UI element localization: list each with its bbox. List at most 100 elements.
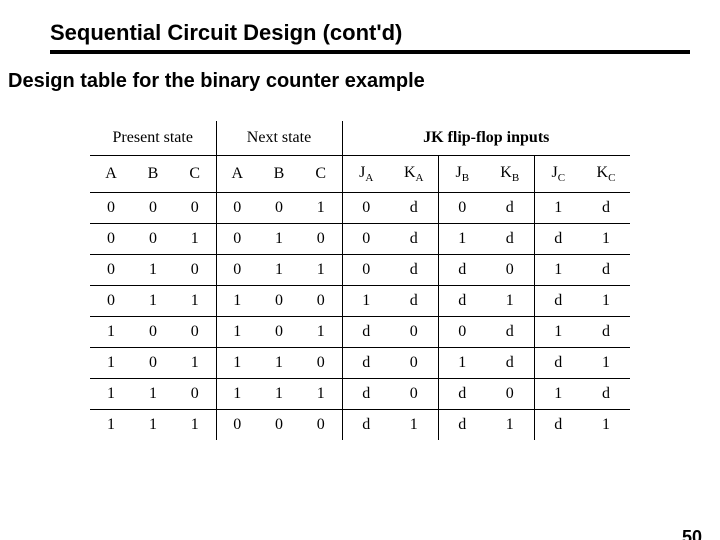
- table-row: 0111001dd1d1: [90, 286, 630, 317]
- table-cell: d: [486, 193, 534, 224]
- table-cell: 1: [534, 317, 582, 348]
- table-cell: d: [390, 255, 438, 286]
- table-cell: 1: [216, 286, 258, 317]
- table-cell: 1: [300, 379, 342, 410]
- col-ka: KA: [390, 156, 438, 193]
- table-cell: 0: [132, 317, 174, 348]
- table-cell: 1: [534, 379, 582, 410]
- table-cell: 1: [300, 317, 342, 348]
- group-header-next: Next state: [216, 121, 342, 156]
- table-cell: 0: [342, 224, 390, 255]
- table-row: 110111d0d01d: [90, 379, 630, 410]
- page-subtitle: Design table for the binary counter exam…: [8, 70, 720, 93]
- table-cell: 0: [90, 286, 132, 317]
- table-cell: 1: [90, 348, 132, 379]
- table-cell: d: [342, 317, 390, 348]
- design-table: Present state Next state JK flip-flop in…: [90, 121, 630, 440]
- table-cell: d: [390, 224, 438, 255]
- table-cell: 0: [132, 224, 174, 255]
- table-body: 0000010d0d1d0010100d1dd10100110dd01d0111…: [90, 193, 630, 441]
- col-next-c: C: [300, 156, 342, 193]
- col-next-b: B: [258, 156, 300, 193]
- table-cell: 1: [390, 410, 438, 441]
- table-cell: 1: [258, 348, 300, 379]
- table-cell: d: [582, 193, 630, 224]
- col-jc: JC: [534, 156, 582, 193]
- table-cell: 1: [90, 379, 132, 410]
- table-cell: 1: [534, 193, 582, 224]
- table-cell: 1: [90, 410, 132, 441]
- col-present-c: C: [174, 156, 216, 193]
- col-jb: JB: [438, 156, 486, 193]
- table-cell: 0: [390, 379, 438, 410]
- table-cell: 0: [438, 193, 486, 224]
- title-rule: Sequential Circuit Design (cont'd): [50, 20, 690, 54]
- table-cell: 1: [174, 410, 216, 441]
- table-cell: d: [438, 286, 486, 317]
- table-cell: 0: [300, 224, 342, 255]
- table-cell: 0: [216, 255, 258, 286]
- table-cell: 0: [342, 255, 390, 286]
- table-cell: 0: [216, 410, 258, 441]
- table-row: 0000010d0d1d: [90, 193, 630, 224]
- col-kc: KC: [582, 156, 630, 193]
- table-cell: 1: [90, 317, 132, 348]
- table-cell: 0: [258, 317, 300, 348]
- table-cell: 0: [300, 410, 342, 441]
- table-cell: 0: [90, 255, 132, 286]
- table-cell: 1: [342, 286, 390, 317]
- col-next-a: A: [216, 156, 258, 193]
- table-cell: 1: [438, 224, 486, 255]
- table-cell: 1: [258, 224, 300, 255]
- table-cell: d: [582, 255, 630, 286]
- table-cell: 0: [174, 379, 216, 410]
- table-cell: d: [534, 224, 582, 255]
- table-cell: d: [438, 379, 486, 410]
- table-cell: 0: [216, 224, 258, 255]
- table-cell: 1: [174, 286, 216, 317]
- table-cell: 1: [132, 286, 174, 317]
- table-cell: 0: [438, 317, 486, 348]
- table-cell: d: [534, 410, 582, 441]
- design-table-container: Present state Next state JK flip-flop in…: [90, 121, 630, 440]
- table-cell: d: [486, 317, 534, 348]
- table-cell: d: [342, 379, 390, 410]
- table-cell: 1: [174, 224, 216, 255]
- table-row: 111000d1d1d1: [90, 410, 630, 441]
- group-header-jk: JK flip-flop inputs: [342, 121, 630, 156]
- table-cell: 1: [132, 255, 174, 286]
- table-cell: 0: [258, 193, 300, 224]
- table-cell: d: [390, 193, 438, 224]
- col-present-a: A: [90, 156, 132, 193]
- table-cell: 0: [90, 193, 132, 224]
- table-cell: 0: [174, 255, 216, 286]
- table-cell: 1: [582, 224, 630, 255]
- table-cell: 1: [216, 379, 258, 410]
- table-cell: 1: [132, 410, 174, 441]
- table-cell: 1: [132, 379, 174, 410]
- table-cell: 0: [132, 348, 174, 379]
- table-cell: 1: [258, 379, 300, 410]
- table-cell: 0: [390, 317, 438, 348]
- table-group-header-row: Present state Next state JK flip-flop in…: [90, 121, 630, 156]
- table-cell: d: [342, 410, 390, 441]
- table-cell: 0: [258, 286, 300, 317]
- table-cell: 1: [582, 286, 630, 317]
- table-cell: d: [486, 348, 534, 379]
- table-cell: 1: [582, 348, 630, 379]
- table-cell: d: [534, 286, 582, 317]
- table-cell: 1: [216, 317, 258, 348]
- table-cell: d: [486, 224, 534, 255]
- page-number: 50: [682, 527, 702, 540]
- table-cell: 1: [216, 348, 258, 379]
- table-cell: 0: [90, 224, 132, 255]
- table-cell: d: [342, 348, 390, 379]
- table-cell: 1: [300, 193, 342, 224]
- table-row: 100101d00d1d: [90, 317, 630, 348]
- table-cell: 0: [390, 348, 438, 379]
- table-cell: 0: [132, 193, 174, 224]
- table-cell: 0: [258, 410, 300, 441]
- table-cell: 1: [174, 348, 216, 379]
- table-row: 0100110dd01d: [90, 255, 630, 286]
- col-present-b: B: [132, 156, 174, 193]
